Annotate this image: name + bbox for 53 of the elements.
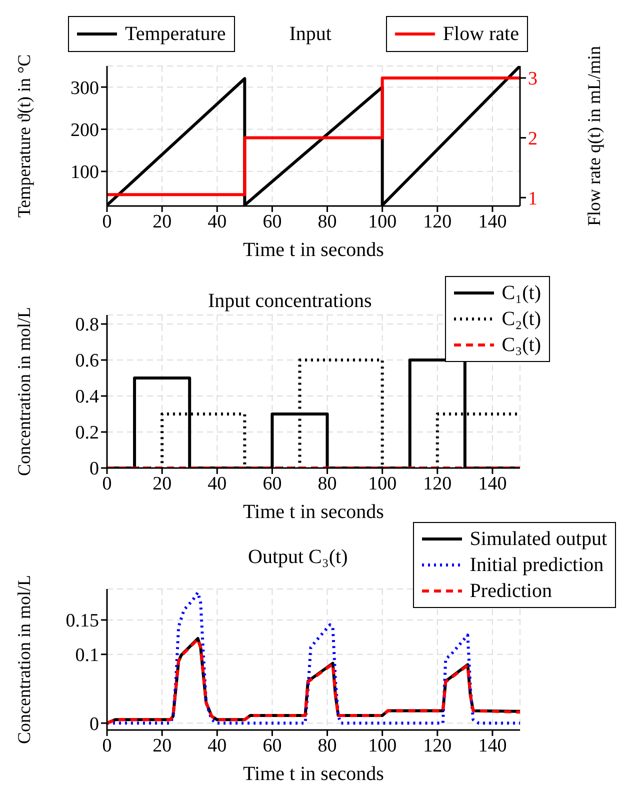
x-tick-label: 140 [478,473,507,494]
legend-label: Simulated output [470,527,607,552]
x-tick-label: 100 [368,473,397,494]
x-axis-title: Time t in seconds [243,239,384,261]
y-tick-label: 0.15 [66,610,99,632]
y-tick-label: 0.4 [75,386,100,408]
x-tick-label: 100 [368,735,397,756]
y-tick-label: 0 [90,714,99,735]
legend-label: Flow rate [442,22,519,47]
y-axis-title: Concentration in mol/L [14,575,34,744]
y-tick-label: 0.2 [75,422,99,444]
y-tick-label: 0.6 [75,350,99,372]
legend-label: Prediction [470,579,552,604]
chart-title: Input concentrations [208,290,372,313]
x-tick-label: 60 [262,211,282,232]
x-tick-label: 120 [423,735,452,756]
x-tick-label: 120 [423,211,452,232]
x-tick-label: 80 [318,735,337,756]
y2-tick-label: 2 [528,128,538,150]
legend-label: C₃(t) [502,333,541,358]
y2-tick-label: 1 [528,188,538,210]
legend-label: C₁(t) [502,281,541,306]
x-tick-label: 40 [208,211,227,232]
x-tick-label: 140 [478,735,507,756]
y-tick-label: 0.8 [75,314,99,336]
y-tick-label: 300 [70,78,99,99]
y-tick-label: 100 [70,162,99,184]
legend-label: Temperature [125,22,226,47]
x-tick-label: 60 [262,473,282,494]
y-tick-label: 0.1 [75,645,99,666]
x-tick-label: 20 [152,211,172,232]
x-tick-label: 40 [208,735,227,756]
x-tick-label: 80 [318,473,337,494]
chart-title: Input [289,22,332,46]
x-axis-title: Time t in seconds [243,763,384,785]
x-tick-label: 100 [368,211,397,232]
legend-label: C₂(t) [502,307,541,332]
x-tick-label: 40 [208,473,227,494]
chart-title: Output C₃(t) [248,546,348,569]
y-tick-label: 200 [70,120,99,141]
x-tick-label: 20 [152,473,172,494]
x-tick-label: 140 [478,211,507,232]
y2-axis-title: Flow rate q(t) in mL/min [584,46,604,226]
x-tick-label: 20 [152,735,172,756]
x-tick-label: 80 [318,211,337,232]
y-axis-title: Temperature ϑ(t) in °C [14,54,34,218]
y2-tick-label: 3 [528,68,538,90]
x-tick-label: 60 [262,735,282,756]
x-tick-label: 120 [423,473,452,494]
legend-label: Initial prediction [470,553,604,578]
y-tick-label: 0 [90,458,99,480]
x-axis-title: Time t in seconds [243,501,384,523]
y-axis-title: Concentration in mol/L [14,307,34,476]
